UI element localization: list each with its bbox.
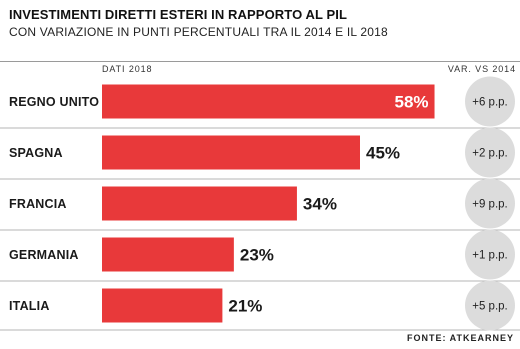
change-circle: [465, 76, 515, 127]
category-label: FRANCIA: [9, 197, 67, 211]
value-label: 34%: [303, 195, 337, 214]
value-label: 21%: [228, 297, 262, 316]
category-label: SPAGNA: [9, 146, 63, 160]
change-circle: [465, 127, 515, 178]
chart-title: INVESTIMENTI DIRETTI ESTERI IN RAPPORTO …: [9, 7, 348, 22]
value-label: 45%: [366, 144, 400, 163]
change-label: +9 p.p.: [472, 199, 508, 211]
value-label: 23%: [240, 246, 274, 265]
bar: [102, 186, 297, 221]
bar: [102, 84, 435, 119]
chart-subtitle: CON VARIAZIONE IN PUNTI PERCENTUALI TRA …: [9, 25, 388, 39]
change-circle: [465, 178, 515, 229]
category-label: GERMANIA: [9, 248, 79, 262]
change-label: +6 p.p.: [472, 97, 508, 109]
bar: [102, 135, 360, 170]
bar: [102, 237, 234, 272]
column-header-data: DATI 2018: [102, 64, 153, 74]
change-circle: [465, 229, 515, 280]
value-label: 58%: [395, 93, 429, 112]
category-label: ITALIA: [9, 299, 50, 313]
change-label: +5 p.p.: [472, 301, 508, 313]
change-label: +1 p.p.: [472, 250, 508, 262]
column-header-change: VAR. VS 2014: [447, 64, 516, 74]
change-circle: [465, 280, 515, 331]
change-label: +2 p.p.: [472, 148, 508, 160]
column-header-band: [0, 61, 520, 78]
category-label: REGNO UNITO: [9, 95, 99, 109]
bar: [102, 288, 223, 323]
source-note: FONTE: ATKEARNEY: [407, 333, 514, 343]
